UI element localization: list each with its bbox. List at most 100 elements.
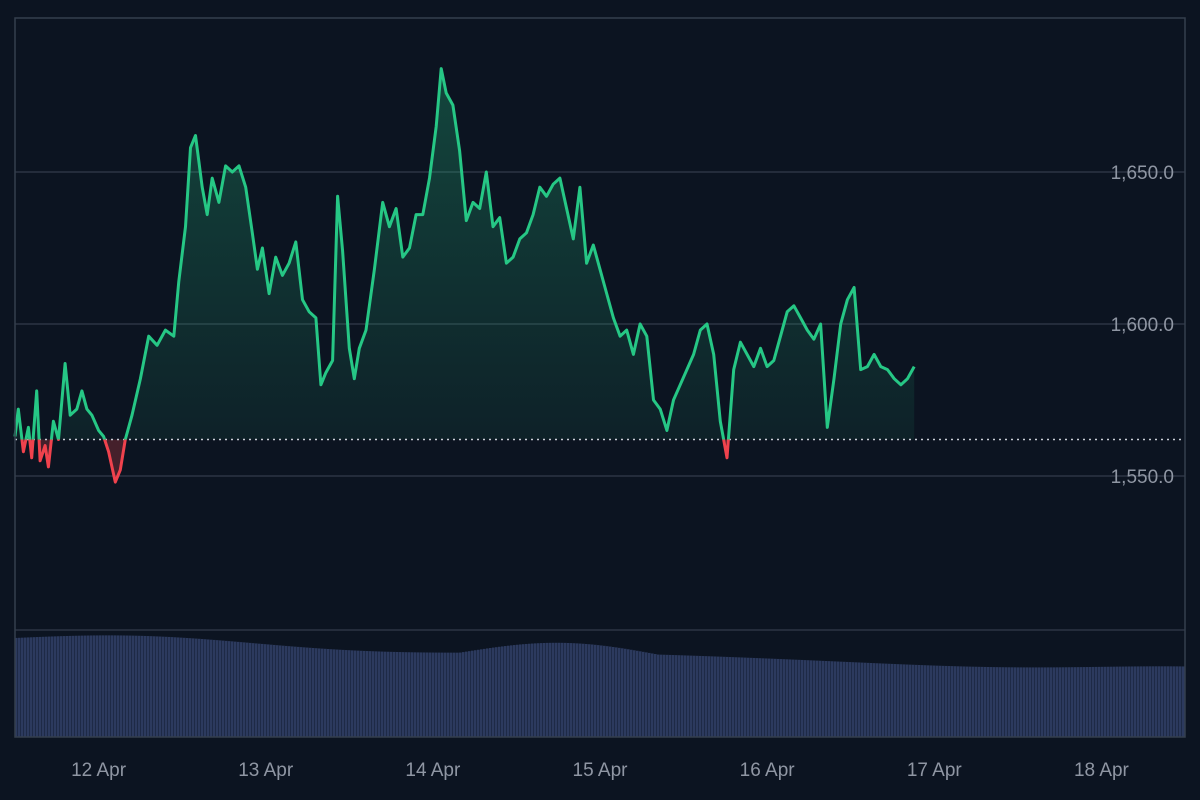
volume-bar (564, 642, 567, 737)
volume-bar (1029, 667, 1032, 737)
volume-bar (27, 637, 30, 737)
volume-bar (711, 656, 714, 737)
volume-bar (939, 665, 942, 737)
volume-bar (936, 665, 939, 737)
volume-bar (342, 649, 345, 737)
x-tick-label: 14 Apr (405, 760, 461, 781)
volume-bar (735, 657, 738, 737)
volume-bar (756, 658, 759, 737)
volume-bar (72, 635, 75, 737)
volume-bar (357, 650, 360, 737)
volume-bar (231, 641, 234, 737)
volume-bar (336, 649, 339, 737)
volume-bar (840, 661, 843, 737)
volume-bar (378, 651, 381, 737)
volume-bar (567, 642, 570, 737)
volume-bar (1122, 666, 1125, 737)
volume-bar (246, 642, 249, 737)
volume-bar (405, 652, 408, 737)
volume-bar (417, 652, 420, 737)
volume-bar (777, 658, 780, 737)
volume-bar (435, 652, 438, 737)
volume-bar (882, 663, 885, 737)
volume-bar (273, 644, 276, 737)
volume-bar (1155, 666, 1158, 737)
volume-bar (1164, 666, 1167, 737)
volume-bar (660, 654, 663, 737)
volume-bar (543, 642, 546, 737)
volume-bar (645, 652, 648, 737)
volume-bar (1035, 667, 1038, 737)
volume-bar (36, 637, 39, 737)
volume-bar (45, 636, 48, 737)
volume-bar (1167, 666, 1170, 737)
volume-bar (804, 660, 807, 737)
volume-bar (1083, 667, 1086, 737)
volume-bar (222, 640, 225, 737)
volume-bar (504, 646, 507, 737)
volume-bar (810, 660, 813, 737)
volume-bar (762, 658, 765, 737)
volume-bar (249, 642, 252, 737)
volume-bar (90, 635, 93, 737)
volume-bar (618, 647, 621, 737)
volume-bar (549, 642, 552, 737)
volume-bar (174, 637, 177, 737)
volume-bar (1071, 667, 1074, 737)
volume-bar (1062, 667, 1065, 737)
volume-bar (663, 654, 666, 737)
volume-bar (204, 639, 207, 737)
volume-bar (48, 636, 51, 737)
volume-bar (60, 636, 63, 737)
volume-bar (714, 656, 717, 737)
volume-bar (63, 636, 66, 737)
volume-bar (669, 654, 672, 737)
volume-bar (126, 635, 129, 737)
volume-bar (480, 649, 483, 737)
volume-bar (75, 635, 78, 737)
volume-bar (825, 660, 828, 737)
volume-bar (510, 645, 513, 737)
price-axis: 1,650.0 1,600.0 1,550.0 (1111, 163, 1174, 488)
volume-bar (372, 651, 375, 737)
volume-bar (420, 652, 423, 737)
volume-bar (642, 651, 645, 737)
volume-bar (798, 659, 801, 737)
volume-bar (462, 652, 465, 737)
volume-bar (78, 635, 81, 737)
volume-bar (780, 659, 783, 737)
volume-bar (432, 652, 435, 737)
time-axis: 12 Apr 13 Apr 14 Apr 15 Apr 16 Apr 17 Apr 18 A… (71, 760, 1129, 781)
volume-bar (252, 643, 255, 737)
volume-bar (546, 642, 549, 737)
volume-bar (921, 665, 924, 737)
volume-bar (708, 656, 711, 737)
volume-bar (240, 642, 243, 737)
volume-bar (471, 650, 474, 737)
volume-bar (819, 660, 822, 737)
volume-bar (486, 648, 489, 737)
volume-bar (693, 655, 696, 737)
volume-bar (324, 648, 327, 737)
volume-bar (942, 665, 945, 737)
volume-bar (849, 662, 852, 737)
volume-bar (570, 643, 573, 737)
volume-bar (1161, 666, 1164, 737)
volume-bar (876, 663, 879, 737)
volume-pane (15, 635, 1185, 737)
volume-bar (594, 644, 597, 737)
volume-bar (120, 635, 123, 737)
volume-bar (393, 651, 396, 737)
volume-bar (396, 651, 399, 737)
x-tick-label: 12 Apr (71, 760, 127, 781)
volume-bar (351, 650, 354, 737)
volume-bar (234, 641, 237, 737)
volume-bar (885, 663, 888, 737)
volume-bar (771, 658, 774, 737)
volume-bar (1182, 666, 1185, 737)
volume-bar (1005, 667, 1008, 737)
volume-bar (117, 635, 120, 737)
volume-bar (1056, 667, 1059, 737)
